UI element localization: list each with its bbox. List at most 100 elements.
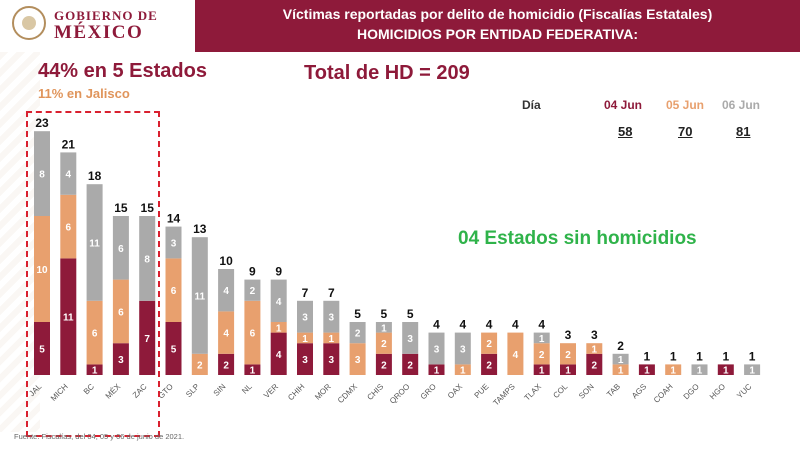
segment-label: 6 bbox=[118, 244, 124, 255]
category-tick-label: TAMPS bbox=[491, 382, 516, 407]
bar-segment bbox=[86, 300, 103, 365]
segment-label: 4 bbox=[223, 286, 229, 297]
bar-segment bbox=[323, 332, 340, 344]
segment-label: 1 bbox=[302, 334, 308, 345]
bar-segment bbox=[533, 332, 550, 344]
category-tick-label: CDMX bbox=[336, 382, 359, 405]
segment-label: 2 bbox=[355, 329, 361, 340]
bar-segment bbox=[60, 152, 77, 195]
bar-segment bbox=[428, 332, 445, 365]
bar-segment bbox=[139, 216, 156, 301]
segment-label: 11 bbox=[89, 239, 100, 250]
bar-segment bbox=[112, 216, 129, 280]
bar-segment bbox=[428, 364, 445, 375]
category-tick-label: OAX bbox=[446, 382, 465, 401]
header-title: Víctimas reportadas por delito de homici… bbox=[282, 6, 713, 22]
category-tick-label: GRO bbox=[419, 382, 438, 401]
bar-segment bbox=[165, 226, 182, 259]
segment-label: 1 bbox=[697, 366, 703, 377]
subheadline: 11% en Jalisco bbox=[38, 86, 130, 101]
bar-total-label: 9 bbox=[275, 265, 282, 279]
segment-label: 6 bbox=[92, 329, 98, 340]
bar-total-label: 4 bbox=[512, 318, 519, 332]
bar-segment bbox=[270, 332, 287, 375]
header-band bbox=[195, 0, 800, 52]
bar-total-label: 1 bbox=[670, 349, 677, 363]
bar-total-label: 15 bbox=[114, 201, 128, 215]
category-tick-label: TAB bbox=[605, 382, 622, 399]
logo-line1: GOBIERNO DE bbox=[54, 8, 158, 23]
bar-segment bbox=[34, 216, 50, 322]
bar-total-label: 2 bbox=[617, 339, 624, 353]
bar-segment bbox=[454, 364, 471, 375]
segment-label: 1 bbox=[92, 366, 98, 377]
segment-label: 5 bbox=[171, 345, 177, 356]
category-tick-label: MOR bbox=[313, 382, 333, 402]
segment-label: 8 bbox=[144, 254, 150, 265]
legend-total-04jun: 58 bbox=[618, 124, 633, 139]
category-tick-label: VER bbox=[262, 382, 280, 400]
bar-segment bbox=[218, 353, 235, 375]
segment-label: 11 bbox=[63, 313, 74, 324]
bar-total-label: 10 bbox=[219, 254, 233, 268]
bar-segment bbox=[665, 364, 682, 375]
segment-label: 1 bbox=[460, 366, 466, 377]
bar-segment bbox=[507, 332, 524, 375]
segment-label: 2 bbox=[565, 350, 571, 361]
bar-total-label: 5 bbox=[407, 307, 414, 321]
bar-segment bbox=[612, 364, 629, 375]
bar-segment bbox=[191, 237, 208, 354]
category-tick-label: SLP bbox=[184, 382, 201, 399]
legend-total-06jun: 81 bbox=[736, 124, 751, 139]
segment-label: 3 bbox=[407, 334, 413, 345]
bar-total-label: 4 bbox=[486, 318, 493, 332]
category-tick-label: HGO bbox=[708, 382, 727, 401]
category-tick-label: YUC bbox=[735, 382, 753, 400]
bar-segment bbox=[612, 353, 629, 365]
segment-label: 2 bbox=[197, 360, 203, 371]
segment-label: 1 bbox=[670, 366, 676, 377]
bar-segment bbox=[34, 131, 50, 216]
category-tick-label: DGO bbox=[682, 382, 701, 401]
category-tick-label: SON bbox=[577, 382, 596, 401]
segment-label: 4 bbox=[276, 297, 282, 308]
segment-label: 1 bbox=[276, 323, 282, 334]
bar-segment bbox=[560, 364, 576, 375]
bar-segment bbox=[691, 364, 708, 375]
segment-label: 1 bbox=[618, 366, 624, 377]
seal-icon bbox=[12, 6, 46, 40]
segment-label: 2 bbox=[592, 360, 598, 371]
bar-segment bbox=[402, 353, 419, 375]
bar-segment bbox=[402, 322, 419, 354]
bar-segment bbox=[60, 258, 77, 375]
bar-segment bbox=[297, 343, 313, 375]
legend-item-05jun: 05 Jun bbox=[666, 98, 705, 112]
segment-label: 8 bbox=[39, 170, 45, 181]
top5-highlight-box bbox=[26, 111, 160, 437]
bar-segment bbox=[744, 364, 761, 375]
bar-total-label: 1 bbox=[749, 349, 756, 363]
header-subtitle: HOMICIDIOS POR ENTIDAD FEDERATIVA: bbox=[356, 26, 639, 42]
segment-label: 3 bbox=[329, 355, 335, 366]
bar-segment bbox=[481, 332, 498, 354]
bar-segment bbox=[86, 364, 103, 375]
bar-segment bbox=[86, 184, 103, 301]
bar-segment bbox=[586, 343, 603, 354]
bar-segment bbox=[270, 322, 287, 333]
bar-total-label: 7 bbox=[302, 286, 309, 300]
segment-label: 2 bbox=[486, 339, 492, 350]
segment-label: 1 bbox=[644, 366, 650, 377]
bar-segment bbox=[349, 322, 366, 344]
category-tick-label: COAH bbox=[652, 382, 675, 405]
bar-segment bbox=[297, 332, 313, 344]
no-homicides-annotation: 04 Estados sin homicidios bbox=[458, 228, 697, 249]
bar-total-label: 15 bbox=[141, 201, 155, 215]
header: GOBIERNO DE MÉXICO Víctimas reportadas p… bbox=[0, 0, 800, 52]
bar-segment bbox=[481, 353, 498, 375]
logo-line2: MÉXICO bbox=[54, 22, 144, 43]
bar-segment bbox=[454, 332, 471, 365]
segment-label: 1 bbox=[618, 355, 624, 366]
category-tick-label: AGS bbox=[630, 382, 648, 400]
bar-segment bbox=[244, 300, 261, 365]
